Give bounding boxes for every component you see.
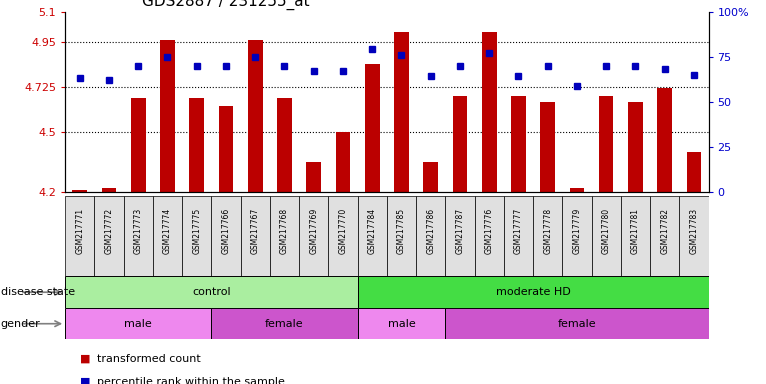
Bar: [329, 196, 358, 276]
Bar: [679, 196, 709, 276]
Bar: [65, 276, 358, 308]
Text: GSM217771: GSM217771: [75, 208, 84, 254]
Bar: [277, 98, 292, 192]
Bar: [153, 196, 182, 276]
Bar: [270, 196, 299, 276]
Bar: [540, 102, 555, 192]
Text: GSM217780: GSM217780: [601, 208, 611, 254]
Text: GSM217786: GSM217786: [426, 208, 435, 254]
Bar: [358, 196, 387, 276]
Text: GSM217773: GSM217773: [134, 208, 142, 254]
Text: moderate HD: moderate HD: [496, 287, 571, 297]
Bar: [211, 308, 358, 339]
Text: GSM217778: GSM217778: [543, 208, 552, 254]
Bar: [424, 162, 438, 192]
Text: GSM217776: GSM217776: [485, 208, 494, 254]
Text: GSM217772: GSM217772: [104, 208, 113, 254]
Bar: [591, 196, 620, 276]
Bar: [358, 276, 709, 308]
Bar: [248, 40, 263, 192]
Text: GSM217770: GSM217770: [339, 208, 348, 254]
Text: GSM217779: GSM217779: [572, 208, 581, 254]
Bar: [131, 98, 146, 192]
Bar: [189, 98, 204, 192]
Bar: [533, 196, 562, 276]
Bar: [482, 31, 496, 192]
Bar: [65, 308, 211, 339]
Bar: [628, 102, 643, 192]
Bar: [241, 196, 270, 276]
Bar: [453, 96, 467, 192]
Text: GSM217783: GSM217783: [689, 208, 699, 254]
Bar: [445, 308, 709, 339]
Text: GSM217777: GSM217777: [514, 208, 523, 254]
Bar: [73, 190, 87, 192]
Text: GSM217774: GSM217774: [163, 208, 172, 254]
Text: male: male: [124, 319, 152, 329]
Text: GDS2887 / 231255_at: GDS2887 / 231255_at: [142, 0, 310, 10]
Text: GSM217775: GSM217775: [192, 208, 201, 254]
Text: disease state: disease state: [1, 287, 75, 297]
Bar: [336, 132, 350, 192]
Bar: [445, 196, 475, 276]
Text: GSM217784: GSM217784: [368, 208, 377, 254]
Text: transformed count: transformed count: [97, 354, 201, 364]
Bar: [562, 196, 591, 276]
Bar: [511, 96, 525, 192]
Bar: [123, 196, 153, 276]
Bar: [65, 196, 94, 276]
Text: female: female: [558, 319, 596, 329]
Bar: [387, 196, 416, 276]
Bar: [475, 196, 504, 276]
Bar: [416, 196, 445, 276]
Bar: [394, 31, 409, 192]
Bar: [570, 188, 584, 192]
Bar: [657, 88, 672, 192]
Text: GSM217787: GSM217787: [456, 208, 464, 254]
Text: GSM217781: GSM217781: [631, 208, 640, 254]
Text: GSM217785: GSM217785: [397, 208, 406, 254]
Bar: [306, 162, 321, 192]
Text: GSM217767: GSM217767: [250, 208, 260, 254]
Text: male: male: [388, 319, 415, 329]
Bar: [102, 188, 116, 192]
Bar: [504, 196, 533, 276]
Bar: [358, 308, 445, 339]
Bar: [182, 196, 211, 276]
Bar: [218, 106, 234, 192]
Bar: [620, 196, 650, 276]
Bar: [160, 40, 175, 192]
Bar: [365, 64, 379, 192]
Bar: [650, 196, 679, 276]
Text: ■: ■: [80, 354, 91, 364]
Bar: [686, 152, 701, 192]
Bar: [94, 196, 123, 276]
Text: ■: ■: [80, 377, 91, 384]
Text: GSM217766: GSM217766: [221, 208, 231, 254]
Text: GSM217768: GSM217768: [280, 208, 289, 254]
Bar: [299, 196, 329, 276]
Text: gender: gender: [1, 319, 41, 329]
Text: female: female: [265, 319, 304, 329]
Text: GSM217782: GSM217782: [660, 208, 669, 254]
Bar: [599, 96, 614, 192]
Text: control: control: [192, 287, 231, 297]
Text: GSM217769: GSM217769: [309, 208, 318, 254]
Text: percentile rank within the sample: percentile rank within the sample: [97, 377, 285, 384]
Bar: [211, 196, 241, 276]
